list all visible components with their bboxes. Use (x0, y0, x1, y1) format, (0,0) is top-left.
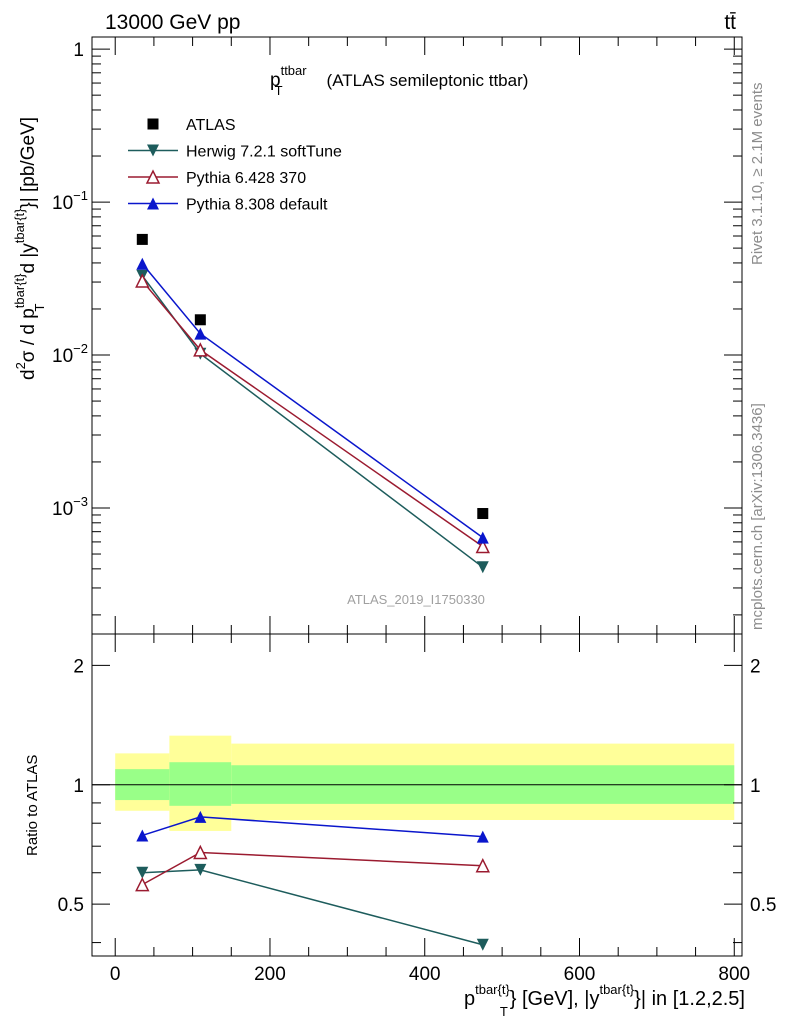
legend-marker-0 (147, 118, 159, 130)
main-point-s2-0 (135, 273, 150, 288)
main-y-tick-label: 10−3 (52, 494, 88, 520)
xlabel-a: p (464, 988, 475, 1010)
header-right: tt̄ (724, 11, 736, 34)
main-series-line-1 (141, 275, 484, 568)
ratio-point-s0-1 (194, 863, 207, 876)
x-tick-label: 800 (718, 964, 750, 985)
main-point-s2-2 (475, 538, 490, 554)
main-y-tick-label: 10−1 (52, 188, 88, 214)
ratio-uncertainty-bands (115, 735, 735, 831)
main-y-label: d2σ / d ptbar{t} Td |ytbar{t}}| [pb/GeV] (12, 117, 47, 380)
ylabel-a-sup: 2 (13, 362, 28, 369)
ratio-point-s1-1 (193, 844, 208, 860)
stat-uncertainty-band-1 (169, 762, 232, 806)
ratio-point-s0-2 (476, 938, 489, 951)
ratio-point-s2-1 (194, 810, 207, 823)
x-tick-label: 200 (254, 964, 286, 985)
ratio-y-label: Ratio to ATLAS (24, 755, 41, 856)
main-point-s1-2 (476, 561, 489, 574)
main-series-group (135, 233, 490, 574)
main-point-s0-2 (477, 508, 489, 520)
ratio-point-s2-0 (136, 829, 149, 842)
ylabel-b: σ / d p (18, 308, 39, 362)
ylabel-a: d (18, 369, 39, 380)
ratio-y-tick-label-right: 2 (750, 656, 761, 677)
legend-label-3: Pythia 8.308 default (186, 197, 328, 214)
ylabel-d: }| [pb/GeV] (18, 117, 39, 209)
analysis-watermark: ATLAS_2019_I1750330 (347, 592, 485, 607)
legend-marker-1 (147, 144, 159, 157)
ratio-y-tick-label: 2 (73, 656, 84, 677)
xlabel-c: }| in [1.2,2.5] (634, 988, 745, 1010)
legend-label-1: Herwig 7.2.1 softTune (186, 144, 342, 161)
plot-title-main: p (270, 70, 281, 91)
ratio-y-tick-label-right: 1 (750, 776, 761, 797)
main-point-s3-2 (476, 531, 489, 544)
xlabel-a-sub: T (500, 1004, 508, 1019)
side-text-mcplots: mcplots.cern.ch [arXiv:1306.3436] (749, 403, 766, 630)
main-point-s3-0 (136, 257, 149, 270)
plot-title-sub: T (275, 83, 283, 98)
legend: ATLAS Herwig 7.2.1 softTune Pythia 6.428 3… (128, 117, 342, 214)
legend-label-2: Pythia 6.428 370 (186, 170, 306, 187)
ylabel-b-sup: tbar{t} (12, 273, 27, 308)
main-y-axis: 1 10−1 10−2 10−3 (52, 40, 742, 616)
x-tick-label: 600 (564, 964, 596, 985)
main-y-tick-label: 1 (73, 40, 84, 61)
x-tick-label: 400 (409, 964, 441, 985)
main-point-s0-1 (194, 314, 206, 326)
xlabel-b: } [GeV], |y (510, 988, 600, 1010)
plot-title-sup: ttbar (281, 63, 308, 78)
x-axis-label: ptbar{t} T} [GeV], |ytbar{t}}| in [1.2,2.… (464, 982, 745, 1019)
ratio-y-axis: 2 2 1 1 0.5 0.5 (58, 656, 776, 944)
main-series-line-3 (141, 263, 484, 539)
ratio-series-line-0 (142, 869, 483, 946)
xlabel-b-sup: tbar{t} (599, 982, 634, 997)
x-axis: 0 200 400 600 800 (110, 37, 750, 985)
ratio-point-s1-0 (135, 876, 150, 892)
ylabel-c-sup: tbar{t} (12, 208, 27, 243)
main-series-line-2 (141, 280, 484, 548)
ratio-y-tick-label: 0.5 (58, 895, 84, 916)
plot-title-rest: (ATLAS semileptonic ttbar) (327, 71, 529, 90)
header-left: 13000 GeV pp (105, 11, 240, 34)
main-y-tick-label: 10−2 (52, 341, 88, 367)
ratio-panel-frame (91, 633, 743, 957)
ylabel-c: d |y (18, 243, 39, 274)
legend-marker-2 (145, 169, 161, 184)
main-point-s2-1 (193, 342, 208, 357)
x-tick-label: 0 (110, 964, 121, 985)
ratio-series-line-1 (141, 851, 483, 886)
side-text-rivet: Rivet 3.1.10, ≥ 2.1M events (749, 83, 766, 266)
ratio-y-tick-label: 1 (73, 776, 84, 797)
xlabel-a-sup: tbar{t} (475, 982, 510, 997)
ratio-y-tick-label-right: 0.5 (750, 895, 776, 916)
plot-title: pttbar T (ATLAS semileptonic ttbar) (270, 63, 528, 98)
ratio-point-s2-2 (476, 830, 489, 843)
ylabel-b-sub: T (32, 304, 47, 312)
ratio-series-group (135, 810, 490, 951)
ratio-point-s1-2 (475, 858, 490, 873)
ratio-point-s0-0 (136, 866, 149, 879)
main-point-s3-1 (194, 327, 207, 340)
legend-label-0: ATLAS (186, 117, 236, 134)
main-point-s0-0 (136, 233, 148, 245)
legend-marker-3 (147, 197, 159, 210)
